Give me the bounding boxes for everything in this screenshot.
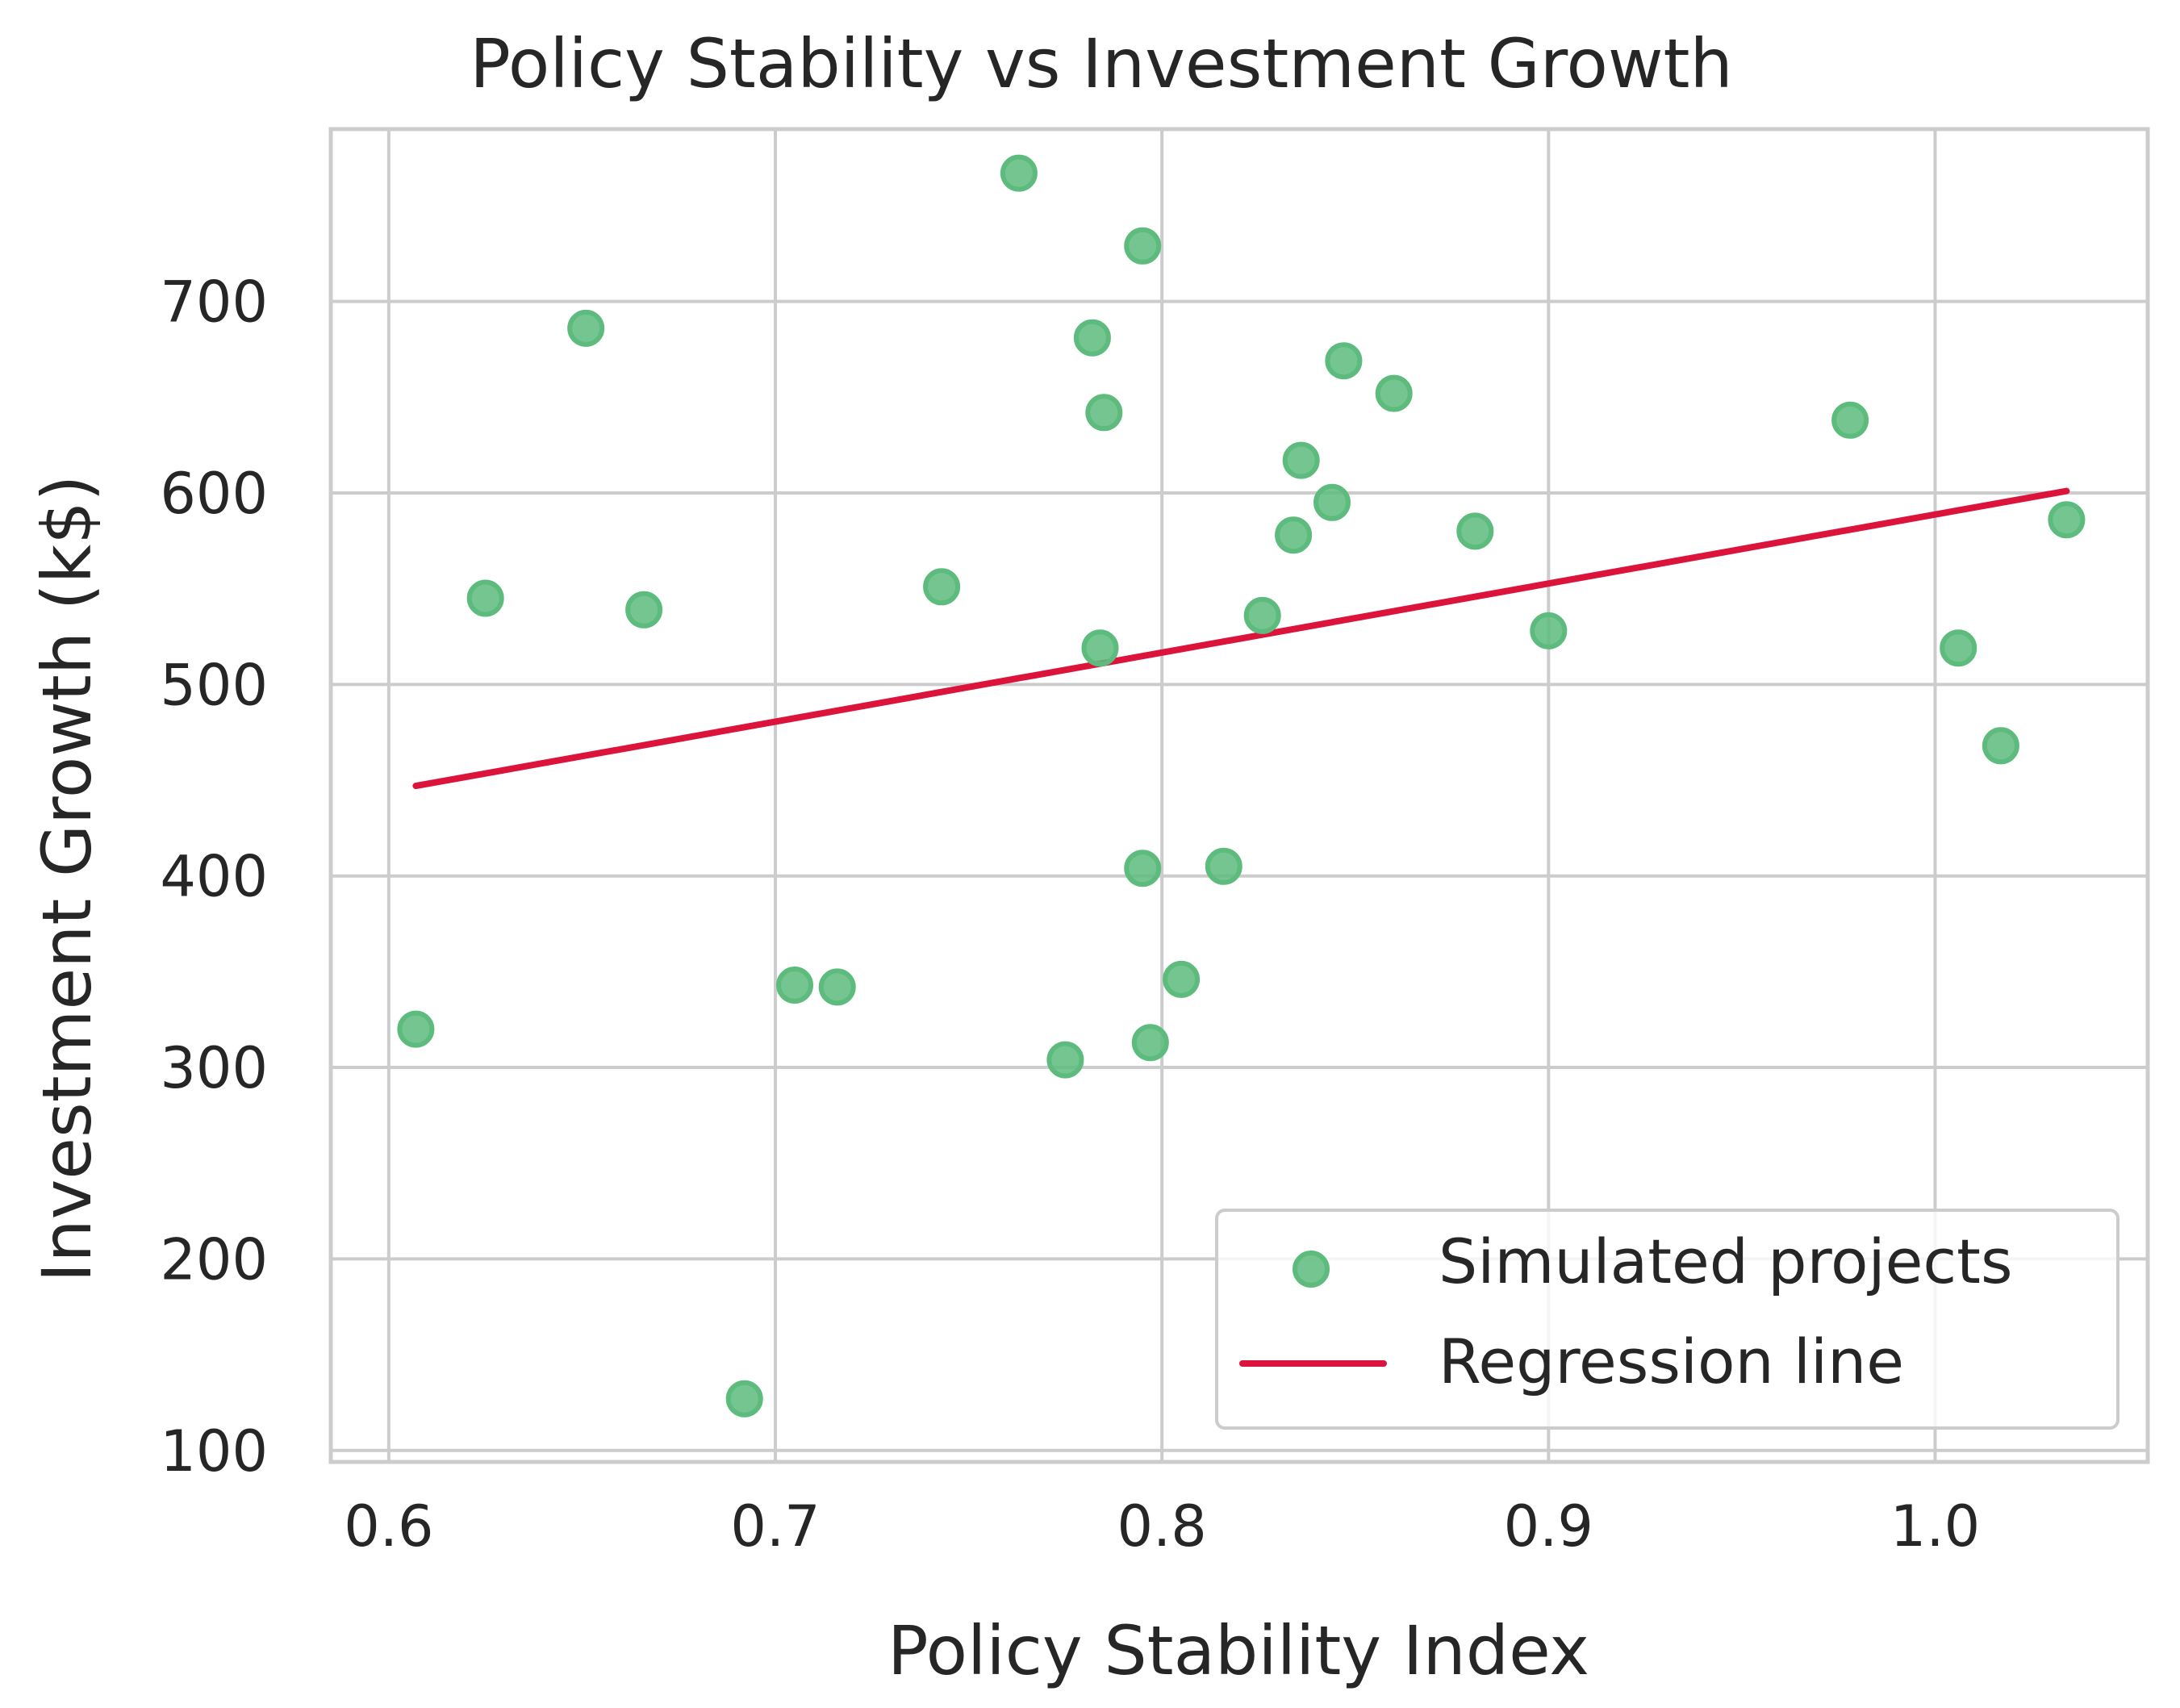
legend: Simulated projects Regression line [1215,1209,2119,1430]
scatter-point [1831,401,1869,439]
chart-title: Policy Stability vs Investment Growth [470,24,1732,103]
y-tick-label: 600 [160,461,268,527]
x-tick-label: 1.0 [1890,1493,1980,1560]
scatter-point [923,568,961,606]
plot-area-frame [328,127,2150,1464]
scatter-point [1456,512,1494,550]
scatter-series [397,154,2086,1418]
scatter-point [1124,850,1162,887]
scatter-point [1982,727,2019,765]
legend-label-regression: Regression line [1439,1326,1904,1397]
y-tick-label: 200 [160,1226,268,1292]
scatter-point [1073,319,1111,357]
y-tick-label: 700 [160,269,268,336]
scatter-point [725,1380,763,1418]
scatter-point [1243,596,1281,634]
scatter-point [397,1010,435,1048]
scatter-point [1375,374,1413,412]
scatter-point [776,967,813,1004]
regression-line [412,487,2070,790]
scatter-point [466,579,504,617]
scatter-point [1131,1024,1169,1062]
y-tick-labels: 100 200 300 400 500 600 700 [160,269,268,1485]
scatter-point [1000,154,1038,192]
x-tick-label: 0.6 [344,1493,433,1560]
scatter-point [1163,960,1201,998]
legend-scatter-marker [1293,1251,1330,1288]
scatter-point [2048,501,2086,539]
scatter-point [1530,612,1568,649]
scatter-point [1085,394,1123,432]
y-tick-label: 500 [160,652,268,718]
scatter-point [1313,483,1351,521]
x-tick-label: 0.7 [730,1493,820,1560]
scatter-point [1325,342,1363,380]
regression-series [412,487,2070,790]
scatter-point [818,968,856,1006]
scatter-point [1282,441,1320,479]
scatter-point [625,591,663,628]
y-axis-label: Investment Growth (k$) [27,475,106,1283]
scatter-point [1124,227,1162,265]
scatter-point [1940,629,1977,667]
x-tick-labels: 0.6 0.7 0.8 0.9 1.0 [344,1493,1980,1560]
y-tick-label: 100 [160,1418,268,1485]
x-tick-label: 0.9 [1504,1493,1593,1560]
y-tick-label: 300 [160,1035,268,1101]
x-axis-label: Policy Stability Index [887,1611,1589,1690]
legend-box [1215,1209,2119,1430]
scatter-point [567,309,605,347]
scatter-point [1081,629,1119,667]
y-tick-label: 400 [160,844,268,910]
legend-label-scatter: Simulated projects [1439,1226,2013,1297]
scatter-point [1205,847,1242,885]
scatter-point [1046,1041,1084,1079]
scatter-point [1275,516,1313,554]
x-tick-label: 0.8 [1117,1493,1207,1560]
